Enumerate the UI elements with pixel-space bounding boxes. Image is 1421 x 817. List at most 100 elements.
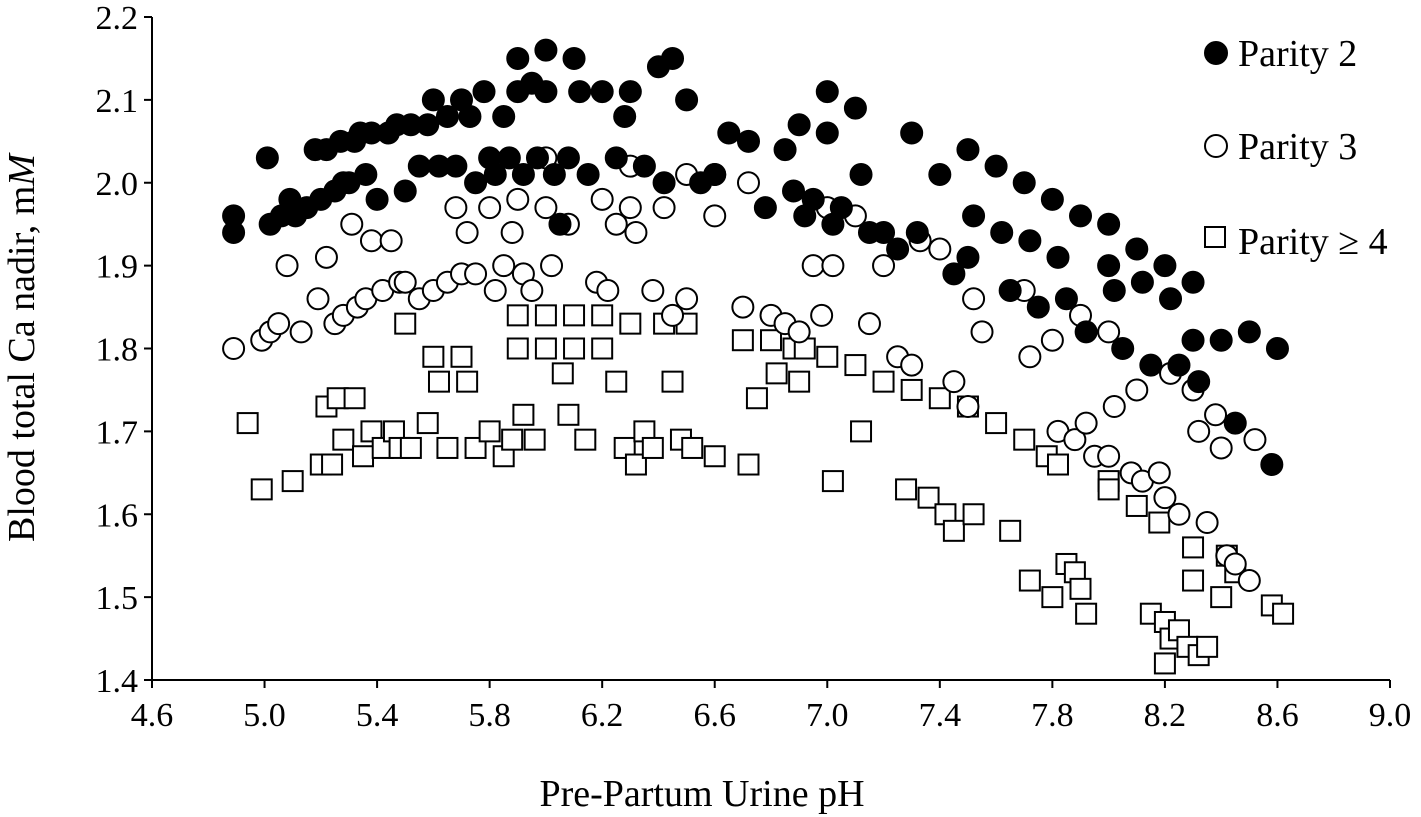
data-point-open-circle [1040, 328, 1064, 352]
data-point-open-square [343, 387, 366, 410]
data-point-open-circle [393, 270, 417, 294]
data-point-open-square [999, 519, 1022, 542]
data-point-open-square [745, 387, 768, 410]
series-open-circle [222, 146, 1267, 593]
data-point-open-circle [1243, 428, 1267, 452]
data-point-open-circle [492, 254, 516, 278]
data-point-filled-circle [872, 220, 896, 244]
data-point-open-square [1210, 586, 1233, 609]
x-tick-label: 8.6 [1256, 697, 1299, 734]
data-point-filled-circle [928, 162, 952, 186]
data-point-open-circle [1195, 511, 1219, 535]
x-tick-label: 8.2 [1144, 697, 1187, 734]
data-point-filled-circle [1097, 254, 1121, 278]
data-point-open-square [942, 519, 965, 542]
data-point-filled-circle [483, 162, 507, 186]
data-point-filled-circle [416, 113, 440, 137]
x-tick-label: 7.4 [919, 697, 962, 734]
data-point-filled-circle [472, 80, 496, 104]
data-point-filled-circle [1097, 212, 1121, 236]
data-point-filled-circle [956, 138, 980, 162]
data-point-open-circle [534, 196, 558, 220]
y-tick-label: 1.6 [96, 497, 139, 534]
y-tick-label: 2.0 [96, 166, 139, 203]
data-point-filled-circle [255, 146, 279, 170]
data-point-open-circle [590, 187, 614, 211]
data-point-open-square [416, 412, 439, 435]
data-point-filled-circle [548, 212, 572, 236]
data-point-filled-circle [435, 104, 459, 128]
data-point-open-circle [618, 196, 642, 220]
data-point-open-circle [1063, 428, 1087, 452]
data-point-open-square [681, 436, 704, 459]
data-point-open-circle [1209, 436, 1233, 460]
data-point-filled-circle [829, 196, 853, 220]
legend-label-parity-3: Parity 3 [1238, 126, 1357, 168]
data-point-open-square [399, 436, 422, 459]
data-point-open-circle [604, 212, 628, 236]
data-point-open-circle [359, 229, 383, 253]
data-point-open-circle [624, 220, 648, 244]
data-point-filled-circle [773, 138, 797, 162]
axes: 1.4 1.5 1.6 1.7 1.8 1.9 2.0 2.1 2.2 4.6 5.0 5.4 5.8… [96, 0, 1412, 734]
data-point-open-circle [478, 196, 502, 220]
data-point-open-circle [1153, 486, 1177, 510]
data-point-filled-circle [905, 220, 929, 244]
y-axis-ticks: 1.4 1.5 1.6 1.7 1.8 1.9 2.0 2.1 2.2 [96, 0, 152, 700]
data-point-open-square [321, 453, 344, 476]
data-point-open-square [506, 337, 529, 360]
data-point-open-circle [787, 320, 811, 344]
data-point-filled-circle [703, 162, 727, 186]
data-point-filled-circle [984, 154, 1008, 178]
data-point-open-circle [289, 320, 313, 344]
x-tick-label: 5.4 [356, 697, 399, 734]
data-point-filled-circle [998, 278, 1022, 302]
data-point-open-square [534, 304, 557, 327]
data-point-open-square [464, 436, 487, 459]
data-point-open-square [1125, 494, 1148, 517]
data-point-open-circle [379, 229, 403, 253]
data-point-filled-circle [886, 237, 910, 261]
data-point-open-square [534, 337, 557, 360]
legend-label-parity-2: Parity 2 [1238, 33, 1357, 75]
data-point-open-circle [1074, 411, 1098, 435]
data-point-open-circle [464, 262, 488, 286]
x-tick-label: 9.0 [1369, 697, 1412, 734]
data-point-filled-circle [1111, 337, 1135, 360]
data-point-filled-circle [962, 204, 986, 228]
data-point-filled-circle [1209, 328, 1233, 352]
data-point-open-circle [520, 278, 544, 302]
data-point-filled-circle [815, 80, 839, 104]
data-point-open-circle [1125, 378, 1149, 402]
x-axis-title: Pre-Partum Urine pH [539, 773, 864, 815]
data-point-open-circle [928, 237, 952, 261]
data-point-open-square [1041, 586, 1064, 609]
data-point-open-square [250, 478, 273, 501]
legend: Parity 2 Parity 3 Parity ≥ 4 [1204, 33, 1388, 263]
data-point-open-square [557, 403, 580, 426]
data-point-open-circle [444, 196, 468, 220]
data-point-filled-circle [525, 146, 549, 170]
data-point-open-square [619, 312, 642, 335]
data-point-filled-circle [1046, 245, 1070, 269]
y-tick-label: 1.8 [96, 332, 139, 369]
data-point-filled-circle [568, 80, 592, 104]
y-tick-label: 1.5 [96, 580, 139, 617]
data-point-open-square [281, 470, 304, 493]
data-point-filled-circle [1153, 254, 1177, 278]
data-point-filled-circle [753, 196, 777, 220]
x-tick-label: 6.6 [693, 697, 736, 734]
data-point-open-square [332, 428, 355, 451]
data-point-open-square [512, 403, 535, 426]
data-point-open-square [1153, 652, 1176, 675]
data-point-filled-circle [990, 220, 1014, 244]
data-point-open-circle [1187, 419, 1211, 443]
data-point-filled-circle [590, 80, 614, 104]
data-point-open-square [1046, 453, 1069, 476]
data-point-open-circle [1204, 403, 1228, 427]
y-tick-label: 1.4 [96, 663, 139, 700]
data-points [222, 38, 1295, 675]
data-point-open-square [900, 378, 923, 401]
data-point-open-square [1018, 569, 1041, 592]
